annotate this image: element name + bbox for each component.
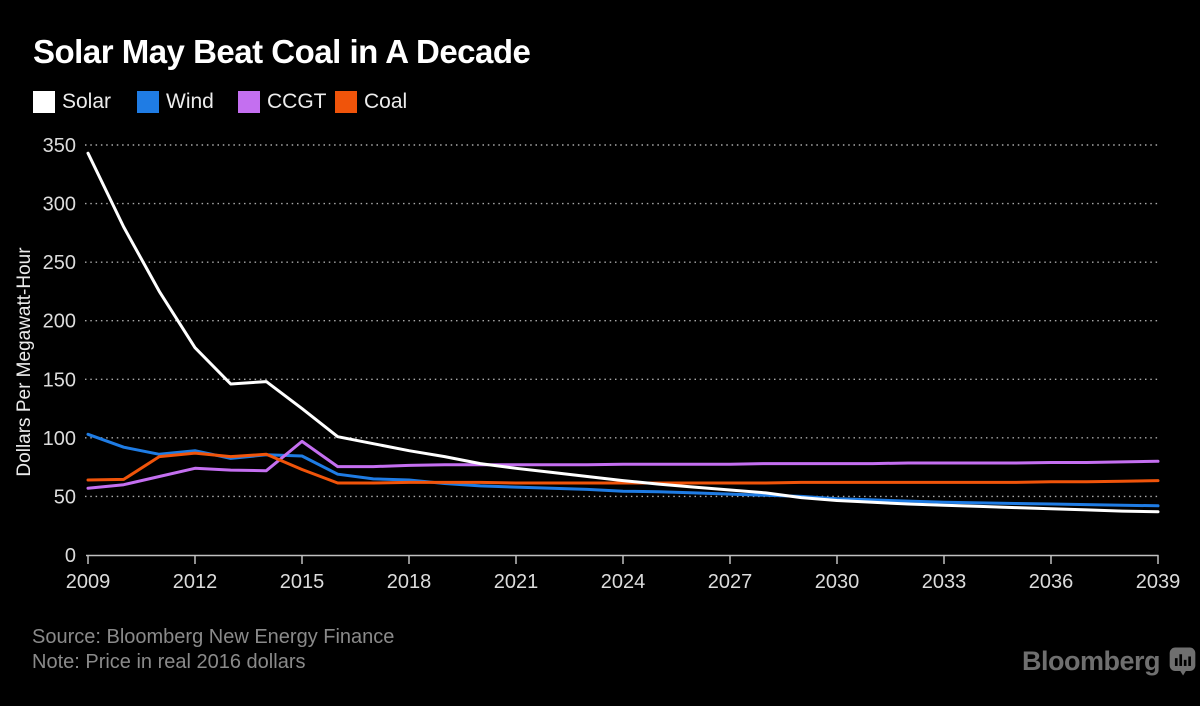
source-note: Source: Bloomberg New Energy Finance — [32, 626, 395, 648]
y-tick-label: 50 — [54, 486, 76, 508]
y-tick-label: 300 — [43, 194, 76, 216]
legend-item-wind: Wind — [137, 90, 214, 114]
y-tick-label: 250 — [43, 252, 76, 274]
chart-legend: Solar Wind CCGT Coal — [0, 90, 1200, 114]
x-tick-label: 2030 — [815, 571, 860, 593]
x-tick-label: 2039 — [1136, 571, 1181, 593]
series-line-ccgt — [86, 439, 1160, 490]
legend-item-coal: Coal — [335, 90, 407, 114]
x-tick-label: 2012 — [173, 571, 218, 593]
legend-swatch-coal — [335, 91, 357, 113]
legend-item-solar: Solar — [33, 90, 111, 114]
y-tick-label: 350 — [43, 135, 76, 157]
y-tick-label: 200 — [43, 311, 76, 333]
x-tick-label: 2015 — [280, 571, 325, 593]
chart-footer: Source: Bloomberg New Energy Finance Not… — [32, 625, 394, 675]
x-tick-label: 2036 — [1029, 571, 1074, 593]
y-tick-label: 0 — [65, 545, 76, 567]
legend-swatch-ccgt — [238, 91, 260, 113]
legend-label: CCGT — [267, 90, 327, 113]
legend-label: Wind — [166, 90, 214, 113]
series-line-coal — [86, 451, 1160, 485]
x-tick-label: 2024 — [601, 571, 646, 593]
x-tick-label: 2033 — [922, 571, 967, 593]
bloomberg-logo-text: Bloomberg — [1022, 646, 1161, 676]
y-tick-label: 100 — [43, 428, 76, 450]
bloomberg-logo: Bloomberg — [1022, 646, 1196, 677]
x-tick-label: 2021 — [494, 571, 539, 593]
legend-label: Coal — [364, 90, 408, 113]
line-chart: 0 50 100 150 200 250 300 350 2009 2012 2015 2018 202… — [14, 135, 1181, 593]
legend-swatch-solar — [33, 91, 55, 113]
bar-chart-bubble-icon — [1169, 647, 1196, 676]
series-line-solar — [86, 151, 1160, 514]
x-tick-label: 2009 — [66, 571, 111, 593]
x-tick-label: 2018 — [387, 571, 432, 593]
legend-item-ccgt: CCGT — [238, 90, 327, 114]
chart-title: Solar May Beat Coal in A Decade — [33, 33, 531, 70]
x-tick-label: 2027 — [708, 571, 753, 593]
y-axis-label: Dollars Per Megawatt-Hour — [14, 247, 35, 477]
legend-label: Solar — [62, 90, 112, 113]
y-tick-label: 150 — [43, 369, 76, 391]
legend-swatch-wind — [137, 91, 159, 113]
price-note: Note: Price in real 2016 dollars — [32, 651, 306, 673]
